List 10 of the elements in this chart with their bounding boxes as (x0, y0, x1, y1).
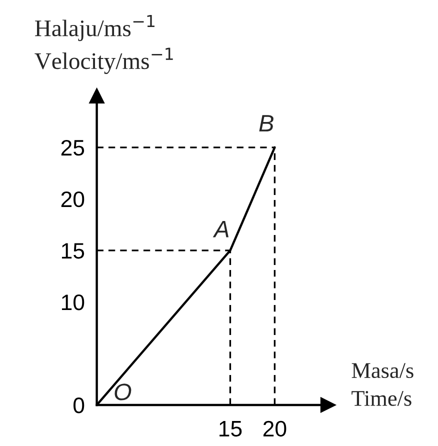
text: Halaju/ms$^{−1}$ Velocity/ms$^{−1}$ (34, 14, 173, 74)
x-axis-title: Masa/s Time/s (352, 363, 414, 406)
annotation: B (259, 115, 274, 132)
y-tick-label: 20 (61, 191, 84, 208)
annotation: O (114, 384, 132, 400)
y-tick-label: 15 (62, 243, 84, 259)
y-tick-label: 0 (74, 398, 84, 414)
y-tick-label: 10 (62, 294, 84, 310)
y-tick-label: 25 (61, 140, 84, 156)
annotation: A (212, 220, 228, 238)
